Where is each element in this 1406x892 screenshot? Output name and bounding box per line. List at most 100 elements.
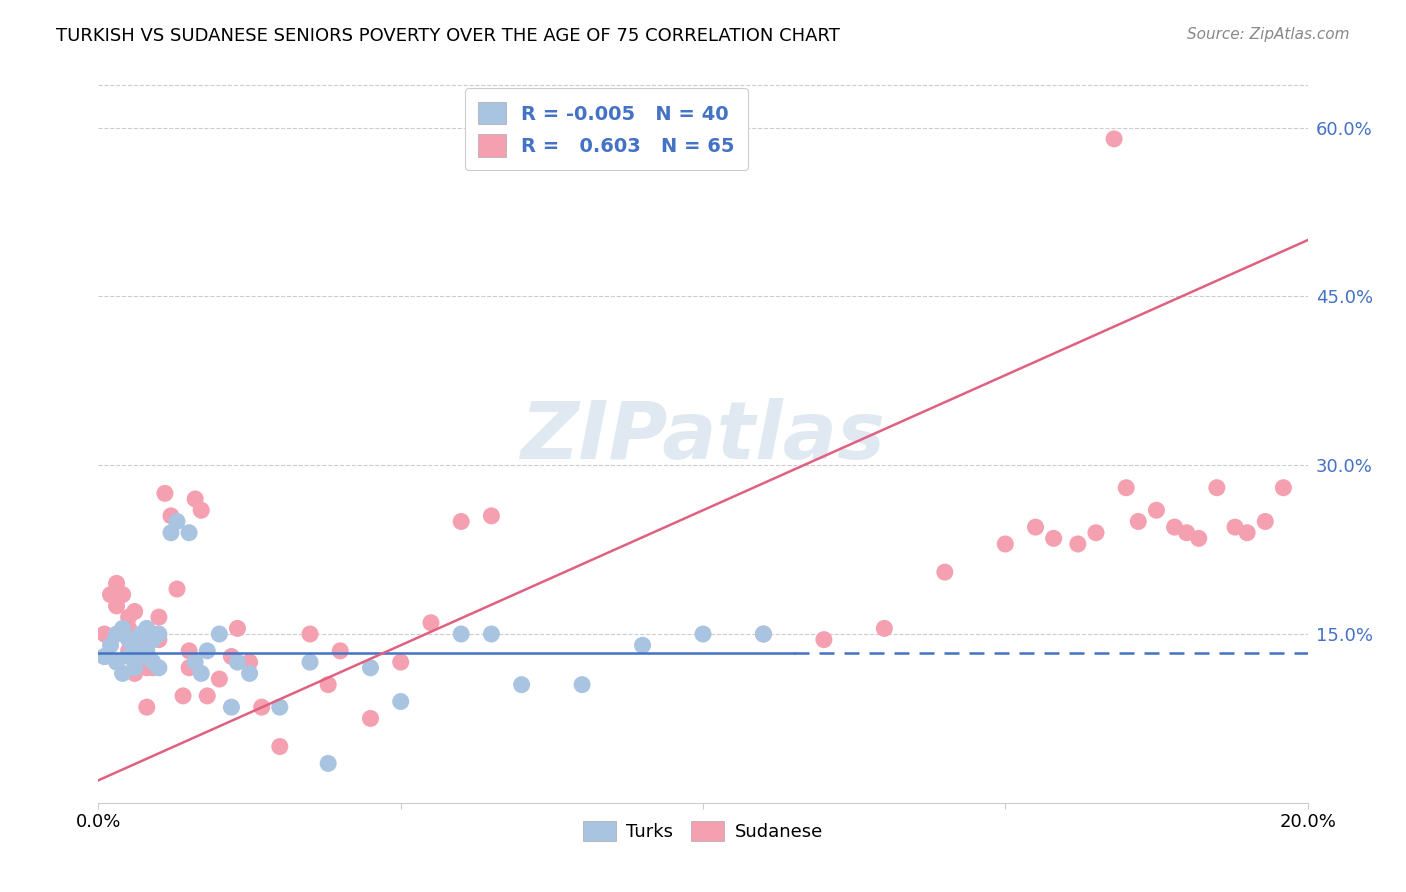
Point — [129, 644, 152, 658]
Point — [316, 756, 339, 771]
Point — [420, 615, 443, 630]
Point — [111, 621, 134, 635]
Point — [124, 666, 146, 681]
Point — [184, 491, 207, 506]
Point — [179, 644, 201, 658]
Point — [226, 621, 249, 635]
Point — [481, 627, 503, 641]
Point — [1236, 525, 1258, 540]
Point — [1188, 532, 1211, 546]
Point — [111, 627, 134, 641]
Point — [166, 515, 188, 529]
Point — [1272, 481, 1295, 495]
Point — [118, 632, 141, 647]
Point — [93, 649, 115, 664]
Point — [160, 525, 183, 540]
Point — [195, 644, 218, 658]
Point — [752, 627, 775, 641]
Point — [250, 700, 273, 714]
Point — [135, 644, 157, 658]
Point — [100, 632, 122, 647]
Point — [752, 627, 775, 641]
Point — [129, 649, 152, 664]
Point — [450, 627, 472, 641]
Point — [1163, 520, 1185, 534]
Point — [135, 661, 157, 675]
Point — [1115, 481, 1137, 495]
Point — [239, 666, 262, 681]
Point — [221, 700, 243, 714]
Point — [135, 700, 157, 714]
Point — [299, 655, 322, 669]
Point — [105, 576, 128, 591]
Point — [1042, 532, 1064, 546]
Point — [1024, 520, 1046, 534]
Point — [389, 694, 412, 708]
Point — [118, 621, 141, 635]
Point — [1067, 537, 1090, 551]
Point — [142, 661, 165, 675]
Point — [1144, 503, 1167, 517]
Point — [142, 632, 165, 647]
Point — [481, 508, 503, 523]
Text: ZIPatlas: ZIPatlas — [520, 398, 886, 476]
Point — [148, 610, 170, 624]
Point — [129, 627, 152, 641]
Point — [93, 649, 115, 664]
Point — [124, 605, 146, 619]
Point — [299, 627, 322, 641]
Point — [269, 700, 291, 714]
Point — [166, 582, 188, 596]
Point — [208, 627, 231, 641]
Point — [190, 503, 212, 517]
Point — [179, 525, 201, 540]
Point — [631, 638, 654, 652]
Point — [1128, 515, 1150, 529]
Point — [510, 678, 533, 692]
Point — [329, 644, 352, 658]
Text: Source: ZipAtlas.com: Source: ZipAtlas.com — [1187, 27, 1350, 42]
Point — [111, 588, 134, 602]
Point — [692, 627, 714, 641]
Point — [153, 486, 176, 500]
Point — [195, 689, 218, 703]
Point — [100, 588, 122, 602]
Point — [1085, 525, 1108, 540]
Point — [124, 661, 146, 675]
Legend: Turks, Sudanese: Turks, Sudanese — [576, 814, 830, 848]
Point — [129, 632, 152, 647]
Point — [239, 655, 262, 669]
Point — [118, 610, 141, 624]
Point — [269, 739, 291, 754]
Point — [148, 632, 170, 647]
Point — [142, 655, 165, 669]
Point — [360, 661, 382, 675]
Point — [813, 632, 835, 647]
Point — [148, 627, 170, 641]
Point — [142, 627, 165, 641]
Point — [450, 515, 472, 529]
Point — [148, 661, 170, 675]
Point — [1175, 525, 1198, 540]
Point — [100, 638, 122, 652]
Point — [111, 666, 134, 681]
Point — [873, 621, 896, 635]
Point — [172, 689, 194, 703]
Text: TURKISH VS SUDANESE SENIORS POVERTY OVER THE AGE OF 75 CORRELATION CHART: TURKISH VS SUDANESE SENIORS POVERTY OVER… — [56, 27, 841, 45]
Point — [118, 649, 141, 664]
Point — [179, 661, 201, 675]
Point — [124, 638, 146, 652]
Point — [160, 508, 183, 523]
Point — [221, 649, 243, 664]
Point — [994, 537, 1017, 551]
Point — [571, 678, 593, 692]
Point — [226, 655, 249, 669]
Point — [190, 666, 212, 681]
Point — [1223, 520, 1246, 534]
Point — [389, 655, 412, 669]
Point — [208, 672, 231, 686]
Point — [105, 655, 128, 669]
Point — [105, 599, 128, 613]
Point — [316, 678, 339, 692]
Point — [360, 711, 382, 725]
